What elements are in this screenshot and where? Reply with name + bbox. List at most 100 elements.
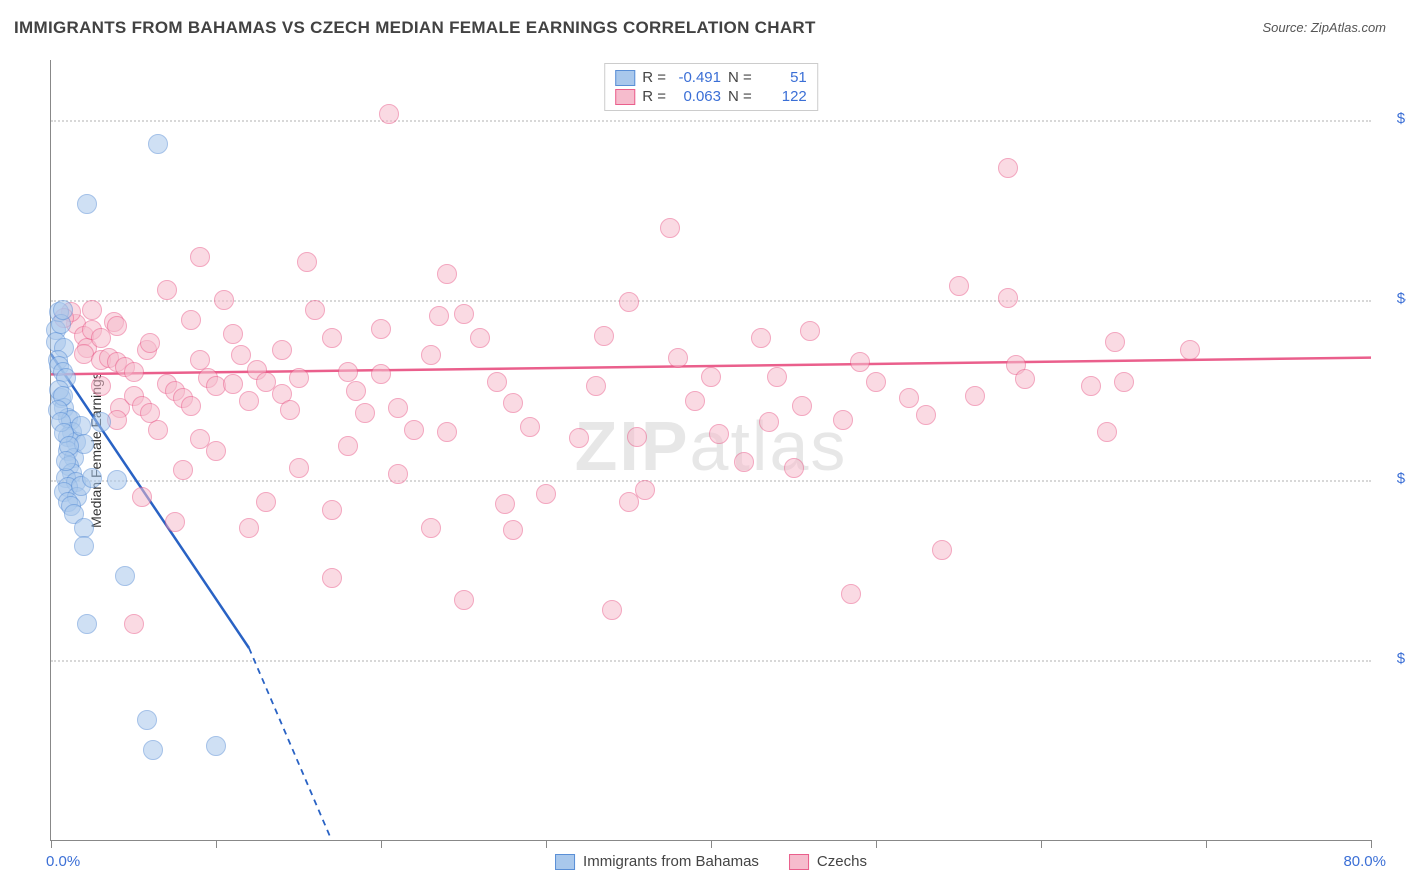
scatter-point-czechs xyxy=(767,367,787,387)
r-value-czechs: 0.063 xyxy=(673,88,721,105)
scatter-point-czechs xyxy=(437,264,457,284)
scatter-point-czechs xyxy=(206,441,226,461)
scatter-point-czechs xyxy=(866,372,886,392)
regression-lines xyxy=(51,60,1371,840)
scatter-point-czechs xyxy=(503,393,523,413)
scatter-point-czechs xyxy=(305,300,325,320)
legend-label-czechs: Czechs xyxy=(817,853,867,870)
scatter-point-bahamas xyxy=(56,451,76,471)
r-value-bahamas: -0.491 xyxy=(673,69,721,86)
scatter-point-bahamas xyxy=(74,518,94,538)
scatter-point-czechs xyxy=(322,328,342,348)
scatter-point-czechs xyxy=(214,290,234,310)
scatter-point-czechs xyxy=(602,600,622,620)
watermark: ZIPatlas xyxy=(575,406,848,486)
scatter-point-czechs xyxy=(289,368,309,388)
scatter-point-czechs xyxy=(495,494,515,514)
scatter-point-czechs xyxy=(932,540,952,560)
scatter-point-czechs xyxy=(701,367,721,387)
stats-legend-box: R = -0.491 N = 51 R = 0.063 N = 122 xyxy=(604,63,818,111)
scatter-point-bahamas xyxy=(53,300,73,320)
scatter-point-czechs xyxy=(792,396,812,416)
scatter-point-czechs xyxy=(437,422,457,442)
scatter-point-bahamas xyxy=(206,736,226,756)
scatter-point-czechs xyxy=(709,424,729,444)
scatter-point-czechs xyxy=(173,460,193,480)
scatter-point-czechs xyxy=(965,386,985,406)
scatter-point-czechs xyxy=(124,614,144,634)
scatter-point-czechs xyxy=(404,420,424,440)
scatter-point-czechs xyxy=(338,362,358,382)
scatter-point-czechs xyxy=(784,458,804,478)
scatter-point-bahamas xyxy=(143,740,163,760)
stats-row-czechs: R = 0.063 N = 122 xyxy=(615,87,807,106)
scatter-point-czechs xyxy=(1097,422,1117,442)
scatter-point-bahamas xyxy=(115,566,135,586)
scatter-point-czechs xyxy=(231,345,251,365)
y-tick-label: $15,000 xyxy=(1381,650,1406,667)
scatter-point-czechs xyxy=(181,310,201,330)
scatter-point-czechs xyxy=(454,304,474,324)
scatter-point-czechs xyxy=(223,374,243,394)
scatter-point-czechs xyxy=(1180,340,1200,360)
n-value-bahamas: 51 xyxy=(759,69,807,86)
scatter-point-czechs xyxy=(91,376,111,396)
scatter-point-czechs xyxy=(949,276,969,296)
stats-row-bahamas: R = -0.491 N = 51 xyxy=(615,68,807,87)
scatter-point-czechs xyxy=(619,492,639,512)
scatter-point-bahamas xyxy=(77,614,97,634)
legend-item-bahamas: Immigrants from Bahamas xyxy=(555,853,759,870)
scatter-point-czechs xyxy=(1015,369,1035,389)
scatter-plot-area: Median Female Earnings $15,000$30,000$45… xyxy=(50,60,1371,841)
scatter-point-czechs xyxy=(371,364,391,384)
scatter-point-czechs xyxy=(916,405,936,425)
scatter-point-czechs xyxy=(190,247,210,267)
scatter-point-czechs xyxy=(1114,372,1134,392)
scatter-point-czechs xyxy=(594,326,614,346)
scatter-point-czechs xyxy=(685,391,705,411)
scatter-point-czechs xyxy=(627,427,647,447)
scatter-point-czechs xyxy=(429,306,449,326)
scatter-point-czechs xyxy=(1105,332,1125,352)
scatter-point-czechs xyxy=(487,372,507,392)
x-axis-max-label: 80.0% xyxy=(1343,853,1386,870)
scatter-point-czechs xyxy=(256,492,276,512)
scatter-point-czechs xyxy=(190,350,210,370)
swatch-czechs xyxy=(615,89,635,105)
scatter-point-czechs xyxy=(635,480,655,500)
scatter-point-czechs xyxy=(157,280,177,300)
scatter-point-czechs xyxy=(833,410,853,430)
n-label: N = xyxy=(728,69,752,86)
scatter-point-czechs xyxy=(421,518,441,538)
scatter-point-bahamas xyxy=(91,412,111,432)
scatter-point-czechs xyxy=(82,300,102,320)
scatter-point-czechs xyxy=(520,417,540,437)
scatter-point-czechs xyxy=(899,388,919,408)
r-label: R = xyxy=(642,88,666,105)
scatter-point-czechs xyxy=(355,403,375,423)
swatch-czechs xyxy=(789,854,809,870)
scatter-point-czechs xyxy=(297,252,317,272)
scatter-point-bahamas xyxy=(107,470,127,490)
bottom-legend: Immigrants from Bahamas Czechs xyxy=(555,853,867,870)
scatter-point-czechs xyxy=(346,381,366,401)
scatter-point-czechs xyxy=(751,328,771,348)
scatter-point-czechs xyxy=(148,420,168,440)
scatter-point-czechs xyxy=(322,568,342,588)
y-tick-label: $30,000 xyxy=(1381,470,1406,487)
scatter-point-czechs xyxy=(190,429,210,449)
scatter-point-czechs xyxy=(239,391,259,411)
scatter-point-czechs xyxy=(124,362,144,382)
scatter-point-bahamas xyxy=(148,134,168,154)
scatter-point-czechs xyxy=(181,396,201,416)
scatter-point-czechs xyxy=(536,484,556,504)
r-label: R = xyxy=(642,69,666,86)
scatter-point-czechs xyxy=(998,288,1018,308)
scatter-point-czechs xyxy=(272,340,292,360)
source-attribution: Source: ZipAtlas.com xyxy=(1262,20,1386,35)
legend-label-bahamas: Immigrants from Bahamas xyxy=(583,853,759,870)
scatter-point-czechs xyxy=(586,376,606,396)
scatter-point-czechs xyxy=(338,436,358,456)
y-tick-label: $45,000 xyxy=(1381,290,1406,307)
scatter-point-czechs xyxy=(660,218,680,238)
